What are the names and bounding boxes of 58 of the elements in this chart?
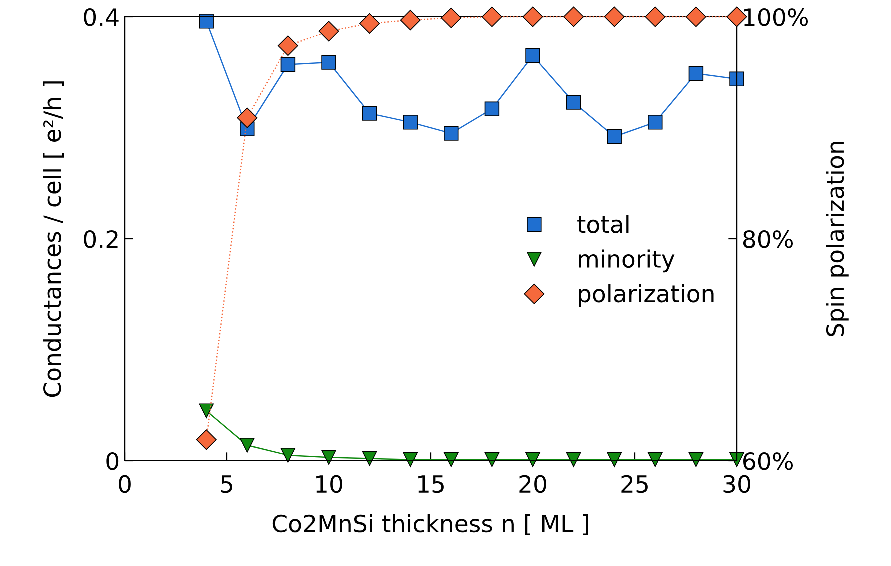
point (240, 438, 255, 453)
point (566, 452, 582, 468)
point (444, 126, 459, 141)
y2-tick-label: 60% (744, 452, 794, 470)
point (730, 72, 744, 87)
y-axis-title: Conductances / cell [ e²/h ] (43, 82, 64, 398)
x-axis-title: Co2MnSi thickness n [ ML ] (272, 514, 588, 536)
point (526, 452, 540, 468)
point (403, 452, 418, 468)
y2-tick-label: 100% (744, 8, 808, 26)
point (648, 452, 663, 468)
x-tick-label: 10 (316, 475, 342, 494)
point (199, 14, 214, 29)
point (360, 13, 380, 34)
point (607, 130, 622, 144)
y2-axis-title: Spin polarization (826, 142, 849, 336)
y2-tick-label: 80% (743, 230, 794, 248)
point (686, 6, 706, 28)
point (362, 106, 378, 121)
point (688, 452, 704, 468)
legend-label: minority (579, 250, 675, 273)
point (318, 21, 340, 42)
point (645, 6, 666, 28)
point (564, 6, 584, 28)
point (522, 6, 544, 28)
point (280, 57, 296, 72)
point (484, 452, 500, 468)
point (362, 451, 378, 466)
point (482, 6, 502, 28)
point (484, 102, 500, 116)
point (648, 115, 663, 130)
point (688, 66, 704, 81)
point (403, 115, 418, 130)
point (280, 448, 296, 463)
point (604, 6, 625, 28)
y-tick-label: 0.2 (84, 230, 118, 248)
x-tick-label: 25 (622, 475, 648, 494)
point (237, 108, 258, 128)
point (607, 452, 622, 468)
x-tick-label: 0 (119, 475, 131, 494)
point (566, 95, 582, 110)
x-tick-label: 15 (418, 476, 444, 494)
point (196, 430, 217, 450)
point (526, 48, 540, 64)
point (199, 404, 214, 418)
legend-label: total (578, 215, 629, 234)
x-tick-label: 5 (221, 476, 232, 494)
point (278, 36, 298, 56)
x-tick-label: 30 (724, 475, 750, 494)
y-tick-label: 0 (106, 452, 119, 470)
point (322, 450, 336, 466)
y-tick-label: 0.4 (84, 8, 119, 26)
point (322, 55, 336, 70)
point (441, 8, 462, 28)
point (400, 10, 421, 31)
point (444, 452, 459, 468)
legend-label: polarization (579, 284, 714, 308)
x-tick-label: 20 (520, 475, 546, 494)
